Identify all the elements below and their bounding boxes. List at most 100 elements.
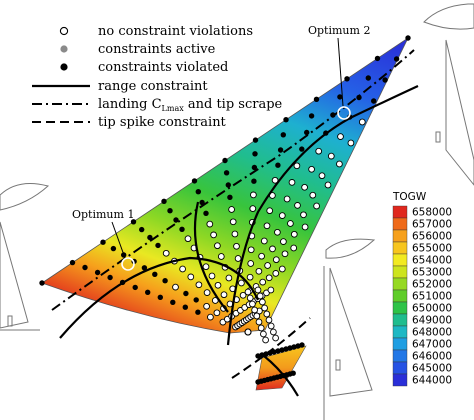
aircraft-silhouette-bottom-right: [323, 238, 376, 420]
design-point-feasible: [270, 328, 277, 336]
design-point-violated: [193, 297, 199, 303]
design-point-feasible: [336, 160, 343, 168]
design-point-feasible: [257, 324, 265, 332]
design-point-feasible: [290, 230, 298, 238]
design-point-violated: [167, 208, 173, 214]
design-point-feasible: [258, 252, 265, 260]
design-point-feasible: [202, 263, 210, 271]
range-constraint-curve: [226, 85, 419, 346]
design-point-violated: [39, 280, 45, 286]
design-point-violated: [365, 75, 371, 81]
legend-marker-gray-dot: [60, 45, 68, 53]
design-point-violated: [308, 113, 315, 119]
design-point-violated: [179, 226, 185, 232]
design-point-violated: [191, 178, 198, 184]
design-point-feasible: [267, 286, 275, 294]
design-point-feasible: [265, 316, 273, 324]
design-point-feasible: [309, 191, 317, 199]
legend-marker-black-dot: [60, 63, 68, 71]
design-point-feasible: [358, 118, 366, 126]
design-point-feasible: [250, 191, 257, 199]
design-point-violated: [299, 146, 305, 152]
design-point-violated: [371, 98, 377, 104]
range-constraint-curve: [193, 201, 229, 313]
legend-label-landing: landing CLmax and tip scrape: [98, 97, 283, 113]
colorbar-swatch: [392, 373, 408, 387]
legend-label-violated: constraints violated: [98, 60, 228, 75]
design-point-feasible: [324, 181, 332, 189]
design-point-violated: [94, 269, 101, 276]
design-point-feasible: [229, 218, 237, 226]
design-point-feasible: [255, 318, 263, 326]
design-point-feasible: [265, 274, 273, 282]
design-point-feasible: [263, 310, 271, 318]
design-point-violated: [107, 274, 113, 281]
aircraft-silhouette-left: [0, 183, 50, 331]
design-point-violated: [382, 77, 388, 83]
optimum-1-label: Optimum 1: [72, 208, 134, 221]
design-point-feasible: [206, 220, 214, 228]
design-point-feasible: [208, 272, 216, 280]
design-point-feasible: [162, 249, 170, 257]
design-point-feasible: [272, 256, 280, 264]
colorbar-swatch: [392, 241, 408, 255]
design-point-feasible: [274, 228, 281, 236]
colorbar-swatch: [392, 277, 408, 291]
design-point-feasible: [260, 237, 268, 245]
optimum-2-marker: [337, 106, 351, 120]
design-point-violated: [251, 164, 258, 171]
design-point-feasible: [261, 304, 268, 312]
colorbar-tick-label: 653000: [412, 267, 452, 279]
tip-spike-constraint-curve: [231, 317, 311, 379]
legend-label-tip-spike: tip spike constraint: [98, 115, 227, 130]
design-point-feasible: [308, 165, 315, 173]
design-point-feasible: [246, 273, 254, 281]
legend-label-landing-main: landing C: [98, 97, 162, 112]
colorbar: TOGW 65800065700065600065500065400065300…: [392, 191, 452, 387]
design-point-feasible: [283, 195, 291, 203]
legend-label-landing-sub: Lmax: [162, 104, 185, 113]
legend-label-no-violations: no constraint violations: [98, 24, 253, 39]
design-point-violated: [393, 56, 400, 62]
design-point-violated: [157, 294, 163, 300]
design-point-violated: [252, 137, 259, 143]
design-point-violated: [251, 178, 257, 184]
design-point-feasible: [234, 255, 242, 262]
design-point-feasible: [225, 274, 233, 282]
design-point-feasible: [214, 242, 221, 250]
colorbar-tick-label: 649000: [412, 315, 452, 327]
design-point-violated: [203, 210, 209, 216]
design-point-feasible: [300, 211, 307, 219]
colorbar-swatches: 6580006570006560006550006540006530006520…: [392, 205, 452, 387]
design-point-feasible: [238, 279, 245, 287]
design-point-violated: [145, 289, 151, 295]
design-point-feasible: [315, 147, 323, 155]
design-point-feasible: [288, 179, 296, 186]
design-point-violated: [405, 35, 411, 41]
design-point-violated: [162, 278, 168, 284]
design-point-violated: [130, 219, 137, 225]
design-point-feasible: [347, 139, 355, 147]
design-point-feasible: [266, 207, 274, 215]
design-point-violated: [313, 96, 320, 103]
design-point-feasible: [195, 281, 203, 289]
bottom-wedge-field: [255, 345, 307, 391]
design-point-violated: [225, 182, 231, 188]
design-point-violated: [283, 117, 289, 123]
colorbar-tick-label: 648000: [412, 327, 452, 339]
colorbar-tick-label: 658000: [412, 207, 452, 219]
design-point-violated: [195, 309, 201, 315]
design-point-feasible: [207, 313, 214, 321]
design-point-violated: [280, 132, 286, 138]
legend-label-active: constraints active: [98, 42, 216, 57]
legend: no constraint violations constraints act…: [32, 24, 283, 130]
colorbar-tick-label: 651000: [412, 291, 452, 303]
design-point-violated: [356, 94, 362, 101]
legend-label-landing-suffix: and tip scrape: [184, 97, 283, 112]
colorbar-swatch: [392, 301, 408, 315]
design-point-feasible: [272, 334, 279, 342]
design-point-feasible: [203, 289, 211, 296]
design-point-feasible: [259, 278, 267, 286]
design-point-violated: [132, 284, 138, 291]
